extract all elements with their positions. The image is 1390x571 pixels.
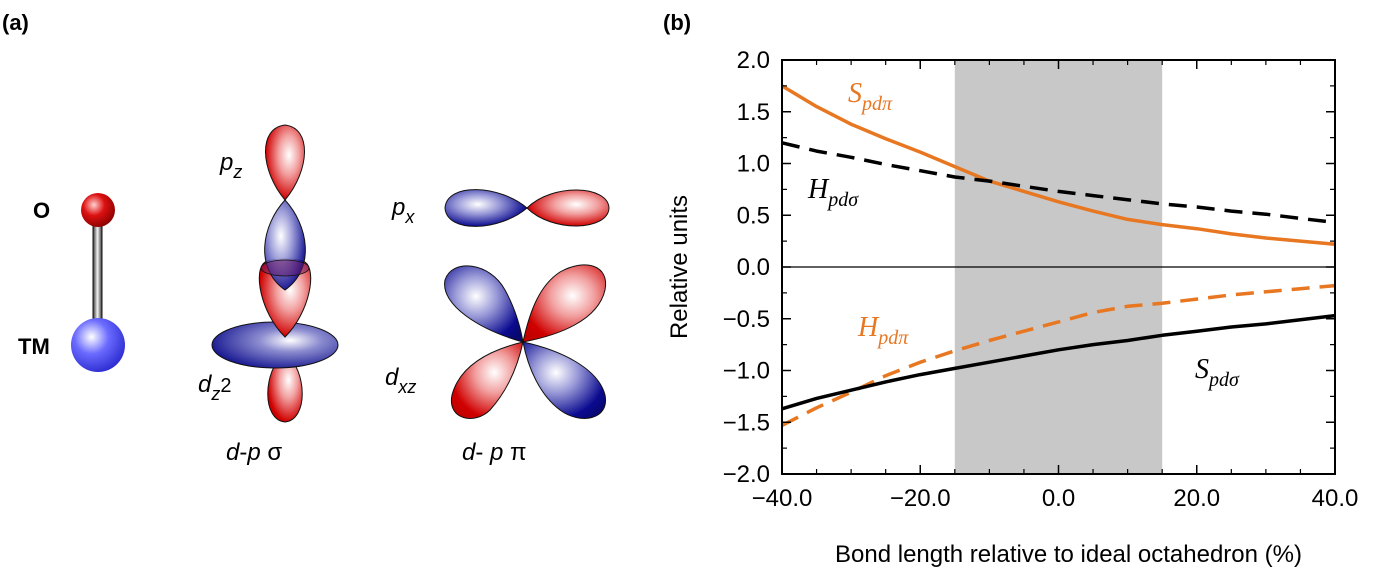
pi-orbitals: px dxz d- p π bbox=[385, 189, 610, 466]
y-tick-label: −1.5 bbox=[723, 409, 770, 436]
overlap-rim bbox=[260, 259, 310, 277]
y-tick-label: −2.0 bbox=[723, 461, 770, 488]
panel-b-label: (b) bbox=[663, 10, 691, 35]
x-tick-label: 20.0 bbox=[1173, 485, 1220, 512]
px-left-lobe bbox=[444, 189, 528, 227]
x-tick-label: −20.0 bbox=[890, 485, 951, 512]
dxz-lower-left-lobe bbox=[450, 341, 524, 419]
dz2-label: dz2 bbox=[198, 371, 231, 404]
o-tm-molecule: O TM bbox=[18, 193, 125, 372]
line-chart: −40.0 −20.0 0.0 20.0 40.0 −2.0 −1.5 −1.0 −0.5 0.0… bbox=[666, 47, 1358, 568]
x-tick-label: 0.0 bbox=[1042, 485, 1075, 512]
dxz-upper-right-lobe bbox=[522, 264, 607, 343]
y-tick-label: −0.5 bbox=[723, 306, 770, 333]
x-axis-label: Bond length relative to ideal octahedron… bbox=[835, 541, 1302, 568]
y-tick-label: −1.0 bbox=[723, 358, 770, 385]
y-axis-label: Relative units bbox=[666, 195, 693, 339]
sigma-caption: d-p σ bbox=[226, 439, 282, 466]
series-line-s-pdpi bbox=[781, 84, 1336, 246]
pi-caption: d- p π bbox=[462, 439, 527, 466]
dxz-label: dxz bbox=[385, 364, 416, 397]
s-pdpi-label: Spdπ bbox=[848, 78, 893, 115]
h-pdpi-label: Hpdπ bbox=[857, 312, 909, 349]
x-tick-label: 40.0 bbox=[1312, 485, 1359, 512]
y-tick-label: 2.0 bbox=[737, 47, 770, 74]
px-label: px bbox=[391, 194, 415, 227]
series-line-h-pdsigma bbox=[781, 141, 1336, 225]
bond-stick bbox=[92, 211, 103, 333]
h-pdsigma-label: Hpdσ bbox=[807, 174, 859, 211]
tm-atom bbox=[71, 318, 125, 372]
y-tick-label: 1.5 bbox=[737, 99, 770, 126]
series-line-h-pdpi bbox=[781, 283, 1336, 427]
px-right-lobe bbox=[526, 189, 610, 227]
y-tick-label: 0.0 bbox=[737, 254, 770, 281]
panel-a: (a) O TM pz dz2 d-p σ bbox=[2, 10, 610, 466]
y-tick-label: 0.5 bbox=[737, 202, 770, 229]
sigma-orbitals: pz dz2 d-p σ bbox=[198, 124, 339, 466]
dz2-torus bbox=[211, 321, 339, 369]
series-line-s-pdsigma bbox=[781, 313, 1336, 411]
tm-atom-label: TM bbox=[18, 334, 50, 359]
y-tick-label: 1.0 bbox=[737, 151, 770, 178]
dz2-lower-lobe bbox=[267, 351, 303, 423]
pz-upper-lobe bbox=[265, 124, 305, 201]
s-pdsigma-label: Spdσ bbox=[1195, 354, 1240, 391]
pz-label: pz bbox=[219, 149, 242, 182]
dxz-lower-right-lobe bbox=[522, 341, 606, 419]
x-tick-label: −40.0 bbox=[752, 485, 813, 512]
dxz-upper-left-lobe bbox=[444, 265, 524, 343]
panel-a-label: (a) bbox=[2, 10, 29, 35]
panel-b: (b) −40.0 −20.0 0.0 20.0 40.0 −2.0 −1.5 −1.0 −0.… bbox=[663, 10, 1358, 568]
o-atom bbox=[81, 193, 115, 227]
o-atom-label: O bbox=[33, 198, 50, 223]
